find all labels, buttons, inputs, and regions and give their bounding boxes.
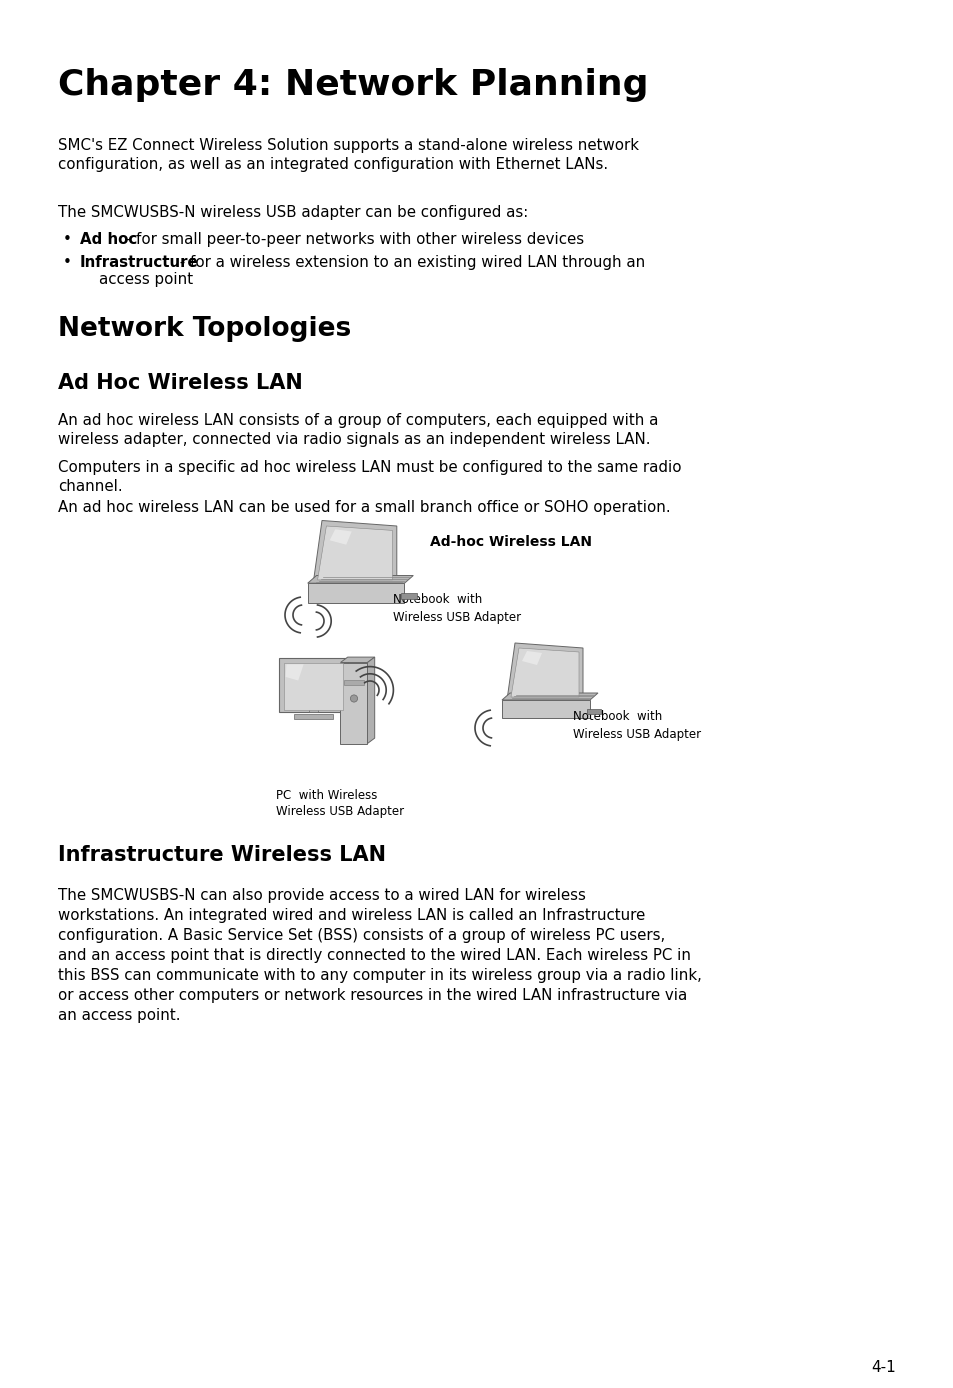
Text: Wireless USB Adapter: Wireless USB Adapter [275, 805, 404, 818]
Text: Infrastructure: Infrastructure [80, 255, 198, 271]
Bar [401, 593, 416, 598]
Bar [294, 713, 333, 719]
Polygon shape [501, 693, 598, 700]
Polygon shape [501, 700, 589, 718]
Text: Network Topologies: Network Topologies [58, 316, 351, 341]
Text: Ad hoc: Ad hoc [80, 232, 137, 247]
Text: An ad hoc wireless LAN can be used for a small branch office or SOHO operation.: An ad hoc wireless LAN can be used for a… [58, 500, 670, 515]
Bar [340, 662, 367, 744]
Text: Infrastructure Wireless LAN: Infrastructure Wireless LAN [58, 845, 386, 865]
Text: Computers in a specific ad hoc wireless LAN must be configured to the same radio: Computers in a specific ad hoc wireless … [58, 459, 680, 494]
Polygon shape [308, 576, 413, 583]
Text: •: • [63, 255, 71, 271]
Text: Wireless USB Adapter: Wireless USB Adapter [573, 727, 700, 741]
Circle shape [350, 695, 357, 702]
Text: Chapter 4: Network Planning: Chapter 4: Network Planning [58, 68, 648, 101]
Polygon shape [313, 520, 396, 583]
Text: - for small peer-to-peer networks with other wireless devices: - for small peer-to-peer networks with o… [121, 232, 583, 247]
Polygon shape [511, 648, 578, 697]
Polygon shape [506, 643, 582, 700]
Text: - for a wireless extension to an existing wired LAN through an: - for a wireless extension to an existin… [175, 255, 645, 271]
Polygon shape [285, 665, 303, 680]
Text: Notebook  with: Notebook with [573, 711, 661, 723]
Polygon shape [308, 583, 404, 602]
Text: An ad hoc wireless LAN consists of a group of computers, each equipped with a
wi: An ad hoc wireless LAN consists of a gro… [58, 414, 658, 447]
Text: Notebook  with: Notebook with [393, 593, 482, 607]
Polygon shape [317, 526, 392, 580]
Text: Ad Hoc Wireless LAN: Ad Hoc Wireless LAN [58, 373, 302, 393]
Polygon shape [340, 657, 375, 662]
Polygon shape [330, 529, 352, 544]
Text: Ad-hoc Wireless LAN: Ad-hoc Wireless LAN [430, 534, 592, 550]
Text: 4-1: 4-1 [870, 1360, 895, 1376]
Text: PC  with Wireless: PC with Wireless [275, 788, 377, 802]
Polygon shape [521, 651, 541, 665]
Text: access point: access point [80, 272, 193, 287]
Text: SMC's EZ Connect Wireless Solution supports a stand-alone wireless network
confi: SMC's EZ Connect Wireless Solution suppo… [58, 137, 639, 172]
Bar [344, 680, 363, 686]
Bar [586, 709, 600, 713]
Polygon shape [283, 662, 343, 709]
Text: Wireless USB Adapter: Wireless USB Adapter [393, 611, 520, 625]
Polygon shape [279, 658, 347, 712]
Text: The SMCWUSBS-N wireless USB adapter can be configured as:: The SMCWUSBS-N wireless USB adapter can … [58, 205, 528, 221]
Bar [309, 705, 317, 712]
Text: The SMCWUSBS-N can also provide access to a wired LAN for wireless
workstations.: The SMCWUSBS-N can also provide access t… [58, 888, 701, 1023]
Polygon shape [367, 657, 375, 744]
Text: •: • [63, 232, 71, 247]
